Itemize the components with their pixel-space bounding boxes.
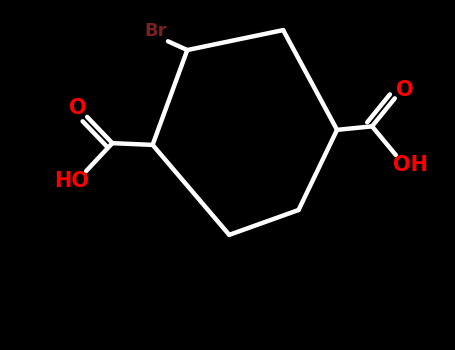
Text: HO: HO	[54, 171, 89, 191]
Text: Br: Br	[145, 22, 167, 40]
Text: OH: OH	[393, 155, 428, 175]
Text: O: O	[396, 79, 414, 100]
Text: O: O	[69, 98, 86, 118]
